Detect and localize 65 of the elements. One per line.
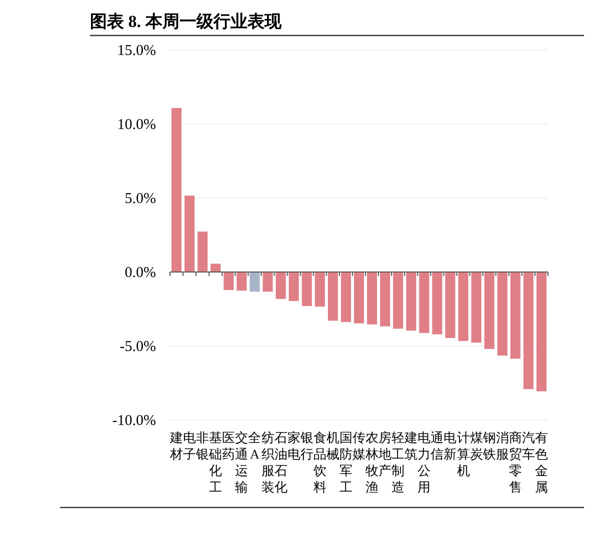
x-tick-label: 石油石化 (274, 430, 288, 494)
bar (198, 232, 208, 272)
x-tick-label: 电子 (183, 430, 196, 462)
x-tick-label: 银行 (299, 430, 314, 462)
y-tick-label: 15.0% (117, 43, 156, 59)
x-tick-label: 家电 (287, 430, 300, 462)
x-tick-label: 建材 (169, 430, 184, 462)
x-tick-label: 汽车 (522, 430, 535, 462)
y-tick-label: -10.0% (112, 413, 156, 429)
x-tick-label: 农林牧渔 (364, 430, 379, 494)
x-tick-label: 商贸零售 (508, 430, 522, 494)
bar (224, 272, 234, 290)
bar (432, 272, 442, 334)
y-tick-label: 5.0% (124, 191, 156, 207)
bar (340, 272, 351, 322)
bar (510, 272, 520, 359)
bar (302, 272, 312, 306)
x-tick-label: 纺织服装 (261, 430, 274, 494)
bar (471, 272, 482, 343)
bar (172, 108, 182, 272)
bar (445, 272, 456, 338)
bar (393, 272, 404, 329)
bar (288, 272, 299, 302)
x-tick-label: 电力公用 (418, 430, 431, 494)
x-tick-label: 建筑 (404, 430, 418, 462)
x-tick-label: 传媒 (352, 430, 366, 462)
x-tick-label: 全A (248, 430, 262, 462)
y-tick-label: -5.0% (120, 339, 156, 355)
bar (262, 272, 273, 292)
bar (236, 272, 247, 291)
x-tick-label: 电新 (444, 430, 457, 462)
x-tick-label: 交通运输 (235, 430, 248, 494)
bar (314, 272, 325, 307)
bar (250, 272, 260, 292)
y-tick-label: 0.0% (124, 265, 156, 281)
bar (458, 272, 468, 341)
bar (367, 272, 378, 324)
x-tick-label: 计算机 (456, 430, 470, 478)
bar (210, 264, 221, 272)
bar (523, 272, 534, 390)
x-tick-label: 消服 (496, 430, 509, 462)
x-tick-label: 食品饮料 (312, 430, 326, 494)
x-tick-label: 机械 (326, 430, 340, 462)
bar (497, 272, 508, 356)
bar (536, 272, 546, 392)
x-tick-label: 煤炭 (470, 430, 483, 462)
x-tick-label: 非银 (195, 430, 210, 462)
x-tick-label: 钢铁 (482, 430, 496, 462)
x-tick-label: 房地产 (378, 430, 392, 478)
bar (184, 196, 195, 272)
bar (484, 272, 494, 349)
x-tick-label: 轻工制造 (392, 430, 405, 494)
x-tick-label: 基础化工 (208, 430, 222, 494)
bar (406, 272, 416, 331)
x-tick-label: 医药 (222, 430, 236, 462)
chart-title: 图表 8. 本周一级行业表现 (90, 12, 282, 31)
x-tick-label: 通信 (430, 430, 444, 462)
bar (354, 272, 364, 324)
bar (328, 272, 338, 321)
x-tick-label: 国防军工 (339, 430, 352, 494)
bar (380, 272, 390, 326)
bar (276, 272, 286, 299)
x-tick-label: 有色金属 (534, 430, 548, 494)
y-tick-label: 10.0% (117, 117, 156, 133)
bar (419, 272, 430, 333)
